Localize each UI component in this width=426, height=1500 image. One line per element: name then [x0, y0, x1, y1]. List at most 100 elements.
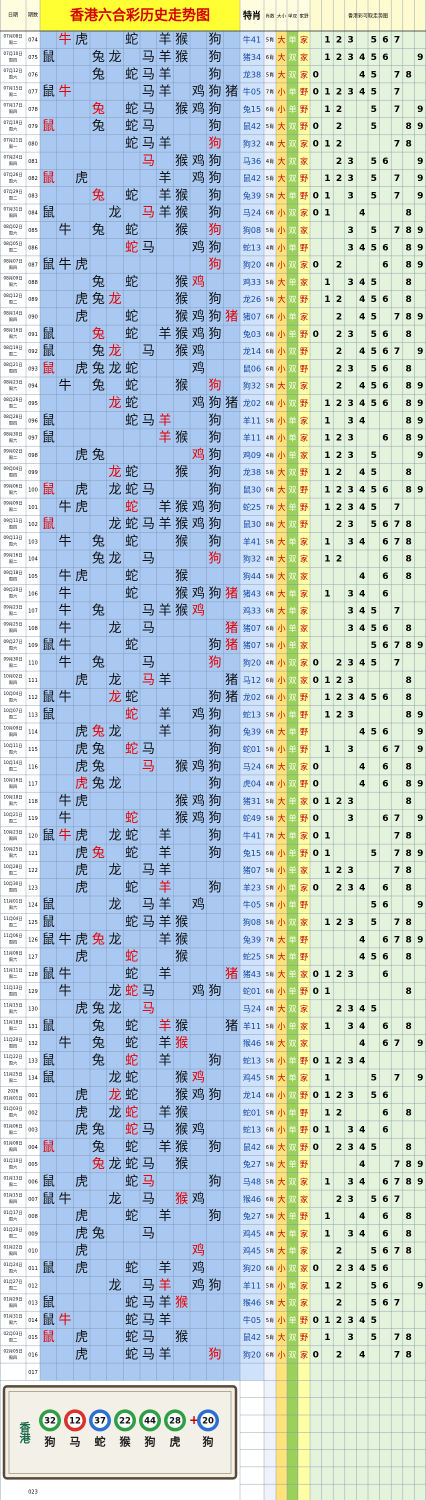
count: 6肖	[266, 1351, 274, 1358]
count: 5肖	[266, 867, 274, 874]
zodiac: 狗	[208, 880, 221, 895]
zodiac: 鼠	[42, 50, 55, 65]
trend-digit: 7	[394, 88, 400, 98]
row-no: 082	[28, 176, 38, 182]
trend-digit: 4	[359, 624, 365, 634]
ball-center	[67, 1412, 83, 1428]
trend-digit: 1	[324, 1126, 330, 1136]
trend-digit: 2	[336, 139, 342, 149]
trend-digit: 3	[347, 520, 353, 530]
row-no: 115	[28, 747, 38, 753]
ball-number: 28	[169, 1416, 181, 1426]
row-date: 07月26日	[3, 172, 22, 178]
trend-digit: 3	[347, 1056, 353, 1066]
trend-digit: 0	[313, 970, 319, 980]
row-no: 077	[28, 90, 38, 96]
trend-digit: 7	[394, 174, 400, 184]
count: 6肖	[266, 486, 274, 493]
zodiac: 羊	[158, 32, 171, 48]
row-date: 08月26日	[3, 397, 22, 403]
row-day: 周二	[9, 92, 17, 98]
trend-digit: 7	[394, 745, 400, 755]
zodiac: 龙	[108, 344, 121, 359]
trend-digit: 4	[359, 468, 365, 478]
home: 家	[300, 969, 308, 979]
row-date: 11月06日	[3, 933, 22, 939]
zodiac: 蛇	[125, 309, 138, 324]
row-no: 088	[28, 280, 38, 286]
size: 小	[278, 330, 286, 339]
row-day: 周六	[9, 1267, 17, 1274]
zodiac: 蛇	[125, 482, 138, 497]
row-day: 周六	[9, 852, 17, 859]
row-no: 128	[28, 972, 38, 978]
zodiac: 鼠	[42, 967, 55, 982]
trend-digit: 3	[347, 226, 353, 236]
zodiac: 猪	[225, 621, 238, 636]
trend-digit: 6	[382, 364, 388, 374]
zodiac: 兔	[92, 725, 105, 740]
zodiac: 牛	[58, 828, 71, 843]
size: 小	[278, 399, 286, 408]
zodiac: 狗	[208, 240, 221, 255]
parity: 单	[289, 744, 297, 754]
zodiac: 兔	[92, 604, 105, 619]
home: 野	[300, 901, 308, 910]
zodiac: 猴	[175, 586, 188, 601]
zodiac: 狗	[208, 586, 221, 601]
parity: 双	[289, 918, 297, 927]
trend-digit: 5	[371, 607, 377, 617]
trend-digit: 6	[382, 1177, 388, 1187]
count: 5肖	[266, 971, 274, 978]
zodiac: 羊	[158, 603, 171, 619]
trend-digit: 0	[313, 1056, 319, 1066]
zodiac: 狗	[208, 707, 221, 722]
trend-digit: 4	[359, 780, 365, 790]
row-day: 周六	[9, 800, 17, 807]
zodiac: 马	[142, 206, 155, 221]
count: 5肖	[266, 798, 274, 805]
trend-digit: 8	[405, 416, 411, 426]
special: 羊11	[243, 1021, 261, 1031]
row-day: 周六	[9, 281, 17, 288]
zodiac: 狗	[208, 655, 221, 670]
row-no: 118	[28, 799, 38, 805]
row-day: 周六	[9, 489, 17, 496]
home: 家	[300, 571, 308, 581]
header-size: 大小	[277, 13, 286, 20]
trend-digit: 2	[336, 312, 342, 322]
trend-digit: 8	[405, 399, 411, 409]
zodiac: 蛇	[125, 534, 138, 549]
header-count: 肖数	[266, 13, 275, 20]
size: 大	[278, 934, 286, 944]
row-date: 09月06日	[3, 483, 22, 489]
trend-digit: 9	[417, 710, 423, 720]
trend-digit: 8	[405, 762, 411, 772]
trend-digit: 8	[405, 70, 411, 80]
zodiac: 羊	[158, 1035, 171, 1051]
row-no: 107	[28, 609, 38, 615]
trend-digit: 4	[359, 1264, 365, 1274]
ball-number: 12	[69, 1416, 81, 1426]
trend-digit: 3	[347, 1091, 353, 1101]
size: 大	[278, 952, 286, 962]
zodiac: 龙	[108, 828, 121, 843]
zodiac: 虎	[75, 673, 88, 688]
zodiac: 兔	[92, 448, 105, 463]
zodiac: 马	[142, 50, 155, 65]
row-date: 08月07日	[3, 258, 22, 264]
row-no: 116	[28, 764, 38, 770]
trend-digit: 8	[405, 1022, 411, 1032]
zodiac: 虎	[75, 482, 88, 497]
trend-digit: 4	[359, 589, 365, 599]
result-label: 香港	[18, 1420, 32, 1444]
special: 蛇01	[243, 744, 261, 754]
row-no: 134	[28, 1076, 38, 1082]
count: 4肖	[266, 659, 274, 666]
trend-digit: 7	[394, 1333, 400, 1343]
trend-digit: 5	[371, 399, 377, 409]
count: 5肖	[266, 1109, 274, 1116]
trend-digit: 7	[394, 641, 400, 651]
zodiac: 龙	[108, 1088, 121, 1103]
count: 5肖	[266, 1040, 274, 1047]
